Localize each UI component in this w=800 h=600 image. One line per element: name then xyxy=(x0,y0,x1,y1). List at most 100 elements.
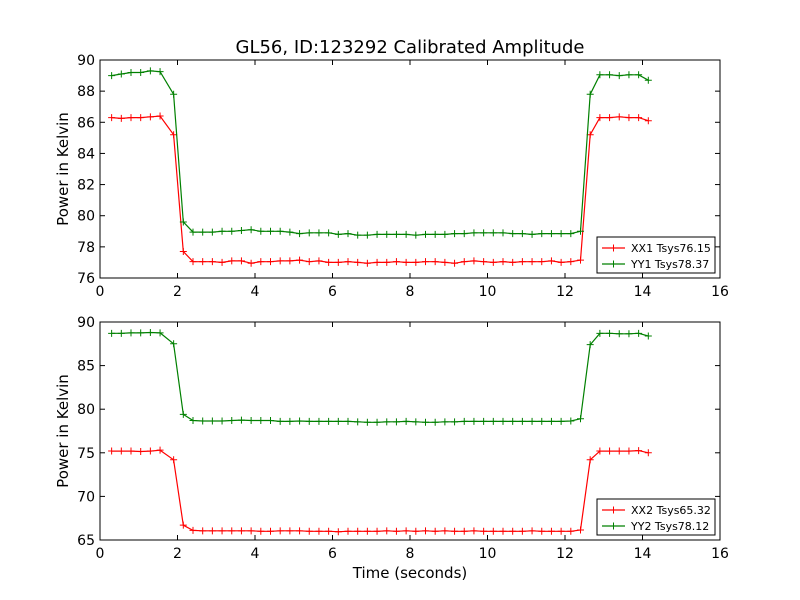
data-point xyxy=(422,230,429,238)
data-point xyxy=(577,256,584,264)
data-point xyxy=(237,527,245,535)
data-point xyxy=(383,258,391,266)
data-point xyxy=(267,527,274,535)
chart-title: GL56, ID:123292 Calibrated Amplitude xyxy=(236,37,585,58)
x-tick-label: 2 xyxy=(173,546,182,562)
data-point xyxy=(108,114,116,122)
data-point xyxy=(146,113,154,121)
data-point xyxy=(296,256,304,264)
data-point xyxy=(480,527,488,535)
data-point xyxy=(596,114,604,122)
x-tick-label: 0 xyxy=(96,284,105,300)
data-point xyxy=(402,527,410,535)
data-point xyxy=(108,329,116,337)
data-point xyxy=(137,329,145,337)
bottom-panel: 0 2 4 6 8 10 12 14 16 65 70 75 80 85 90 Power in Kelvin… xyxy=(54,315,729,562)
data-point xyxy=(218,417,226,425)
data-point xyxy=(286,228,294,236)
data-point xyxy=(518,258,526,266)
data-point xyxy=(547,417,555,425)
x-tick-label: 10 xyxy=(479,546,497,562)
data-point xyxy=(615,72,623,80)
data-point xyxy=(257,527,265,535)
data-point xyxy=(460,527,468,535)
data-point xyxy=(228,417,236,425)
data-point xyxy=(344,527,352,535)
data-point xyxy=(325,417,333,425)
y-tick-label: 78 xyxy=(77,240,95,256)
data-point xyxy=(538,258,546,266)
data-point xyxy=(615,447,623,455)
data-point xyxy=(228,257,236,265)
y-tick-label: 75 xyxy=(77,446,95,462)
legend-label: YY1 Tsys78.37 xyxy=(630,258,709,271)
data-point xyxy=(460,417,468,425)
data-point xyxy=(547,257,555,265)
data-point xyxy=(354,231,362,239)
data-point xyxy=(179,248,187,256)
data-point xyxy=(257,227,265,235)
data-point xyxy=(315,527,323,535)
data-point xyxy=(325,527,333,535)
y-tick-label: 85 xyxy=(77,359,95,375)
y-tick-label: 80 xyxy=(77,209,95,225)
data-point xyxy=(373,230,381,238)
data-point xyxy=(189,258,197,266)
data-point xyxy=(373,418,381,426)
data-point xyxy=(606,114,614,122)
data-point xyxy=(402,230,410,238)
legend: XX1 Tsys76.15 YY1 Tsys78.37 xyxy=(596,236,716,274)
data-point xyxy=(315,417,323,425)
data-point xyxy=(431,258,439,266)
data-point xyxy=(344,230,352,238)
data-point xyxy=(334,528,342,536)
data-point xyxy=(247,527,255,535)
x-tick-label: 8 xyxy=(406,546,415,562)
data-point xyxy=(625,71,633,79)
data-point xyxy=(218,227,226,235)
data-point xyxy=(286,257,294,265)
data-point xyxy=(422,258,429,266)
data-point xyxy=(392,258,400,266)
data-point xyxy=(305,258,313,266)
x-axis-label: Time (seconds) xyxy=(352,564,468,582)
data-point xyxy=(276,527,284,535)
data-point xyxy=(296,230,304,238)
data-point xyxy=(189,417,197,425)
data-point xyxy=(392,230,400,238)
data-point xyxy=(363,418,371,426)
data-point xyxy=(267,227,274,235)
data-point xyxy=(146,67,154,75)
data-point xyxy=(441,230,449,238)
x-tick-label: 4 xyxy=(251,284,260,300)
data-point xyxy=(538,230,546,238)
data-point xyxy=(422,418,429,426)
data-point xyxy=(577,227,584,235)
y-tick-label: 70 xyxy=(77,489,95,505)
data-point xyxy=(470,257,478,265)
y-tick-label: 65 xyxy=(77,533,95,549)
data-point xyxy=(170,90,178,98)
x-tick-label: 14 xyxy=(634,546,652,562)
data-point xyxy=(218,258,226,266)
x-tick-label: 14 xyxy=(634,284,652,300)
data-point xyxy=(499,527,507,535)
data-point xyxy=(363,527,371,535)
data-point xyxy=(267,258,274,266)
data-point xyxy=(383,527,391,535)
data-point xyxy=(146,447,154,455)
data-point xyxy=(334,258,342,266)
data-point xyxy=(218,527,226,535)
data-point xyxy=(276,257,284,265)
data-point xyxy=(489,229,497,237)
data-point xyxy=(363,231,371,239)
data-point xyxy=(354,258,362,266)
data-point xyxy=(480,229,488,237)
data-point xyxy=(170,131,178,139)
data-point xyxy=(557,230,565,238)
data-point xyxy=(586,456,594,464)
data-point xyxy=(402,258,410,266)
y-tick-label: 82 xyxy=(77,178,95,194)
data-point xyxy=(257,258,265,266)
data-point xyxy=(528,417,536,425)
